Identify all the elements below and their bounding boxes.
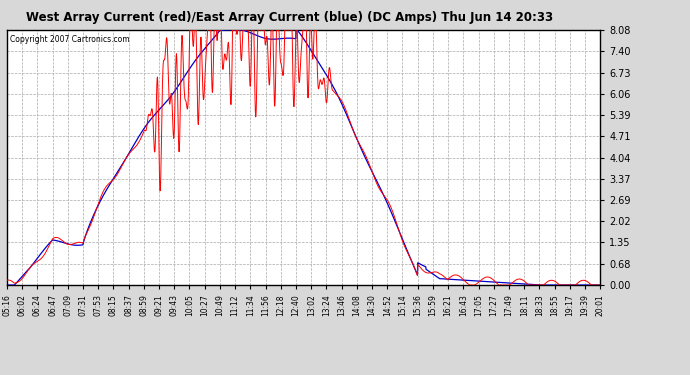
Text: Copyright 2007 Cartronics.com: Copyright 2007 Cartronics.com xyxy=(10,35,130,44)
Text: West Array Current (red)/East Array Current (blue) (DC Amps) Thu Jun 14 20:33: West Array Current (red)/East Array Curr… xyxy=(26,11,553,24)
